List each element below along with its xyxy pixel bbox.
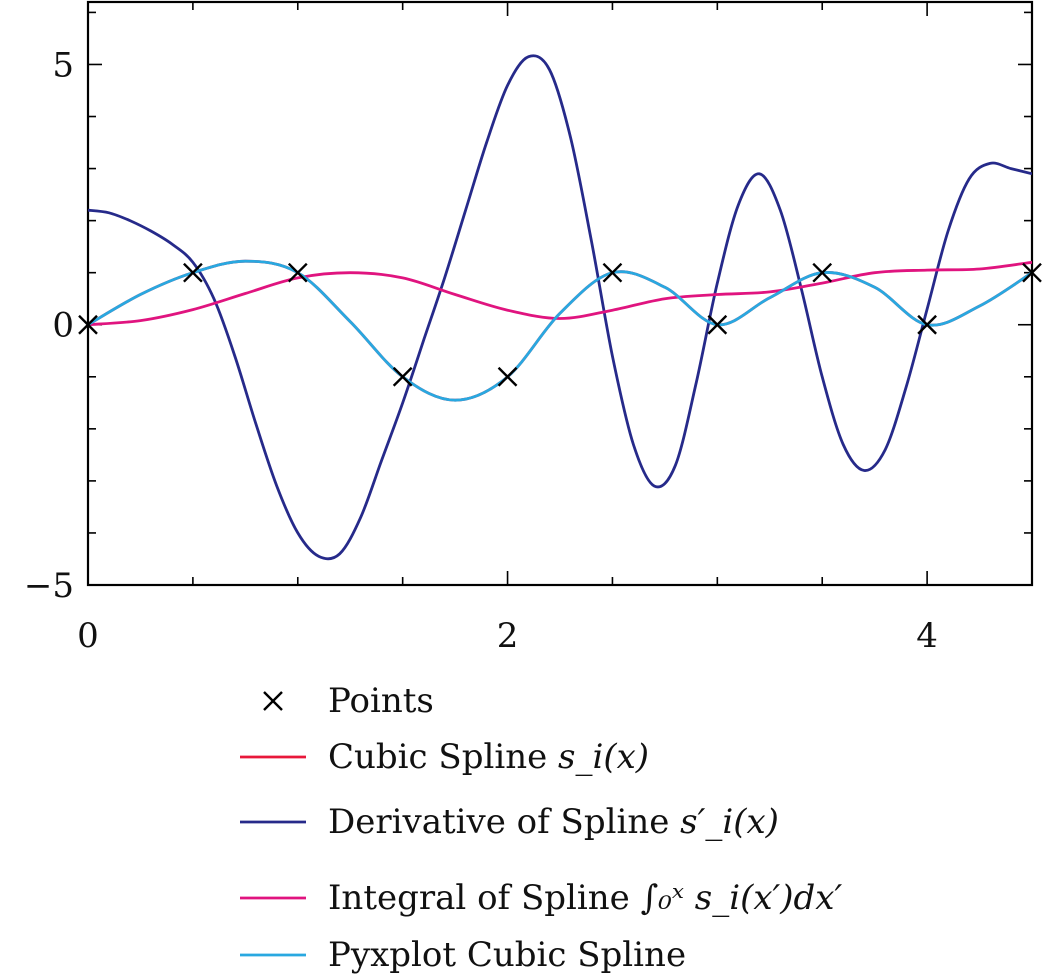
data-point [78, 314, 98, 335]
y-tick-label: −5 [24, 566, 74, 606]
series-layer [88, 54, 1032, 561]
y-tick-label: 5 [52, 45, 74, 85]
x-tick-label: 2 [497, 616, 519, 656]
pyxplot-spline-line [88, 259, 1032, 402]
y-tick-label: 0 [52, 306, 74, 346]
legend-item-integral: Integral of Spline ∫₀ˣ s_i(x′)dx′ [240, 878, 842, 918]
data-point [392, 366, 413, 387]
data-points [78, 262, 1042, 387]
legend-math: ∫₀ˣ s_i(x′)dx′ [641, 878, 843, 918]
legend-item-points: Points [263, 681, 434, 721]
x-tick-label: 4 [916, 616, 938, 656]
legend-label: Cubic Spline s_i(x) [328, 737, 649, 777]
legend-label: Pyxplot Cubic Spline [328, 935, 686, 975]
data-point [812, 262, 833, 283]
legend-math: s′_i(x) [680, 802, 779, 842]
legend-item-pyxplot: Pyxplot Cubic Spline [240, 935, 686, 975]
data-point [183, 262, 203, 283]
plot-frame [86, 0, 1034, 587]
axis-ticks: 0 2 4−505 [24, 2, 1033, 656]
data-point [707, 314, 728, 335]
legend-item-derivative: Derivative of Spline s′_i(x) [240, 802, 779, 842]
data-point [287, 262, 308, 283]
legend-label: Integral of Spline ∫₀ˣ s_i(x′)dx′ [328, 878, 842, 918]
x-tick-label: 0 [77, 616, 99, 656]
legend-label: Derivative of Spline s′_i(x) [328, 802, 779, 842]
legend-math: s_i(x) [558, 737, 649, 777]
integral-line [88, 260, 1032, 327]
data-point [917, 314, 937, 335]
cubic-spline-line [88, 259, 1032, 402]
data-point [602, 262, 623, 283]
legend-marker [263, 691, 283, 711]
derivative-line [88, 54, 1032, 561]
data-point [1022, 262, 1042, 283]
legend-label: Points [328, 681, 434, 721]
legend: Points Cubic Spline s_i(x) Derivative of S… [240, 681, 842, 975]
legend-item-spline: Cubic Spline s_i(x) [240, 737, 649, 777]
plot-area [86, 0, 1034, 587]
data-point [497, 366, 518, 387]
